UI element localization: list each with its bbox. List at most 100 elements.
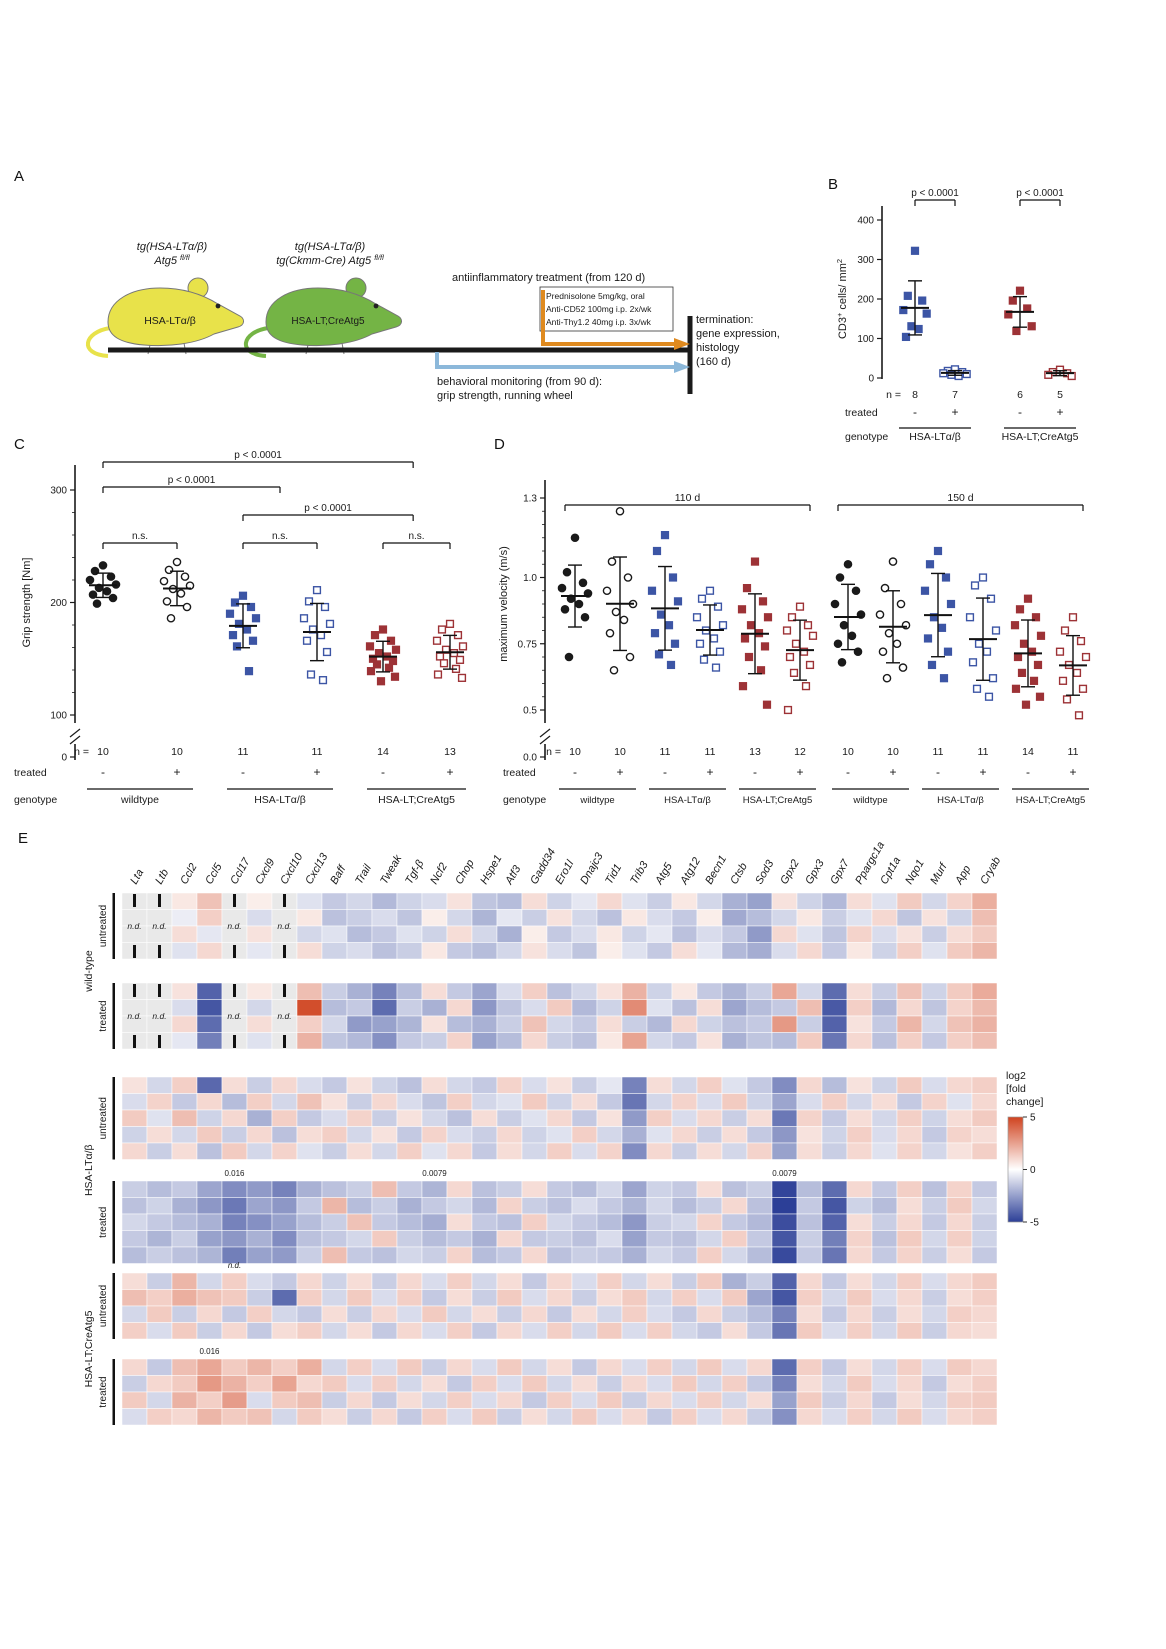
treated-symbol: - bbox=[753, 765, 757, 779]
treatment-title: antiinflammatory treatment (from 120 d) bbox=[452, 272, 645, 284]
heatmap-cell bbox=[796, 925, 823, 943]
heatmap-cell bbox=[146, 1322, 173, 1340]
gene-label: Hspe1 bbox=[478, 853, 504, 887]
heatmap-cell bbox=[821, 999, 848, 1017]
heatmap-cell bbox=[771, 1408, 798, 1426]
heatmap-cell bbox=[521, 1076, 548, 1094]
panel-d-label: D bbox=[494, 436, 505, 453]
data-point bbox=[878, 647, 888, 656]
heatmap-cell bbox=[321, 1109, 348, 1127]
heatmap-cell bbox=[721, 1076, 748, 1094]
heatmap-cell bbox=[846, 909, 873, 927]
treatment-label: untreated bbox=[98, 905, 109, 947]
data-point bbox=[656, 610, 666, 619]
heatmap-cell bbox=[596, 1230, 623, 1248]
heatmap-cell bbox=[496, 999, 523, 1017]
heatmap-cell bbox=[296, 942, 323, 960]
heatmap-cell bbox=[846, 982, 873, 1000]
heatmap-cell bbox=[596, 1408, 623, 1426]
heatmap-cell bbox=[246, 1322, 273, 1340]
data-point bbox=[787, 613, 797, 622]
heatmap-cell bbox=[721, 942, 748, 960]
heatmap-cell bbox=[396, 1180, 423, 1198]
data-point bbox=[965, 613, 975, 622]
data-point bbox=[982, 647, 992, 656]
heatmap-cell bbox=[896, 1032, 923, 1050]
colorbar bbox=[1007, 1116, 1024, 1223]
heatmap-cell bbox=[796, 1272, 823, 1290]
data-point bbox=[946, 599, 956, 609]
data-point bbox=[896, 599, 906, 609]
heatmap-cell bbox=[546, 1230, 573, 1248]
heatmap-cell bbox=[746, 892, 773, 910]
heatmap-cell bbox=[546, 1076, 573, 1094]
heatmap-cell bbox=[746, 1126, 773, 1144]
heatmap-cell bbox=[421, 1272, 448, 1290]
heatmap-cell bbox=[521, 1289, 548, 1307]
heatmap-cell bbox=[271, 1358, 298, 1376]
heatmap-cell bbox=[671, 1408, 698, 1426]
heatmap-cell bbox=[346, 1230, 373, 1248]
heatmap-cell bbox=[621, 999, 648, 1017]
heatmap-cell bbox=[371, 982, 398, 1000]
heatmap-cell bbox=[246, 1246, 273, 1264]
heatmap-cell bbox=[296, 909, 323, 927]
heatmap-cell bbox=[946, 1305, 973, 1323]
heatmap-cell bbox=[496, 892, 523, 910]
heatmap-cell bbox=[846, 1032, 873, 1050]
heatmap-cell bbox=[696, 1180, 723, 1198]
genotype-span-label: HSA-LTα/β bbox=[909, 431, 961, 443]
heatmap-cell bbox=[621, 1375, 648, 1393]
data-point bbox=[625, 652, 635, 662]
heatmap-cell bbox=[596, 1197, 623, 1215]
data-point bbox=[695, 639, 705, 648]
heatmap-cell bbox=[171, 1126, 198, 1144]
mouse-eye bbox=[215, 303, 221, 309]
data-point bbox=[833, 639, 843, 649]
data-point bbox=[615, 506, 625, 516]
monitoring-line-1: behavioral monitoring (from 90 d): bbox=[437, 376, 602, 388]
heatmap-cell bbox=[971, 1015, 998, 1033]
heatmap-cell bbox=[321, 1032, 348, 1050]
axis-break bbox=[539, 728, 551, 738]
mouse-body bbox=[265, 287, 402, 347]
colorbar-tick-label: 0 bbox=[1030, 1165, 1036, 1176]
data-point bbox=[1029, 676, 1039, 685]
heatmap-cell bbox=[471, 999, 498, 1017]
heatmap-cell bbox=[796, 1076, 823, 1094]
heatmap-cell bbox=[821, 909, 848, 927]
heatmap-cell bbox=[796, 1015, 823, 1033]
data-point bbox=[1044, 370, 1053, 379]
gene-label: Atg12 bbox=[678, 856, 703, 888]
heatmap-cell bbox=[946, 925, 973, 943]
heatmap-cell bbox=[421, 1197, 448, 1215]
heatmap-cell bbox=[346, 1109, 373, 1127]
heatmap-cell bbox=[796, 1408, 823, 1426]
n-value: 10 bbox=[887, 746, 899, 758]
heatmap-cell bbox=[696, 1213, 723, 1231]
heatmap-cell bbox=[571, 1093, 598, 1111]
heatmap-cell bbox=[721, 1322, 748, 1340]
heatmap-cell bbox=[371, 942, 398, 960]
heatmap-cell bbox=[321, 1289, 348, 1307]
heatmap-cell bbox=[946, 1109, 973, 1127]
heatmap-cell bbox=[246, 1109, 273, 1127]
data-point bbox=[795, 602, 805, 611]
data-point bbox=[366, 667, 376, 676]
heatmap-cell bbox=[171, 1408, 198, 1426]
gene-label: Atg5 bbox=[653, 860, 676, 887]
heatmap-cell bbox=[696, 1032, 723, 1050]
heatmap-cell bbox=[296, 999, 323, 1017]
heatmap-cell bbox=[871, 1032, 898, 1050]
heatmap-cell bbox=[521, 1322, 548, 1340]
colorbar-title: change] bbox=[1006, 1096, 1043, 1108]
heatmap-cell bbox=[721, 1272, 748, 1290]
heatmap-cell bbox=[321, 1322, 348, 1340]
heatmap-cell bbox=[571, 1391, 598, 1409]
heatmap-cell bbox=[721, 999, 748, 1017]
heatmap-cell bbox=[396, 1246, 423, 1264]
heatmap-cell bbox=[871, 999, 898, 1017]
heatmap-cell bbox=[496, 1289, 523, 1307]
heatmap-cell bbox=[521, 1408, 548, 1426]
data-point bbox=[746, 621, 756, 630]
